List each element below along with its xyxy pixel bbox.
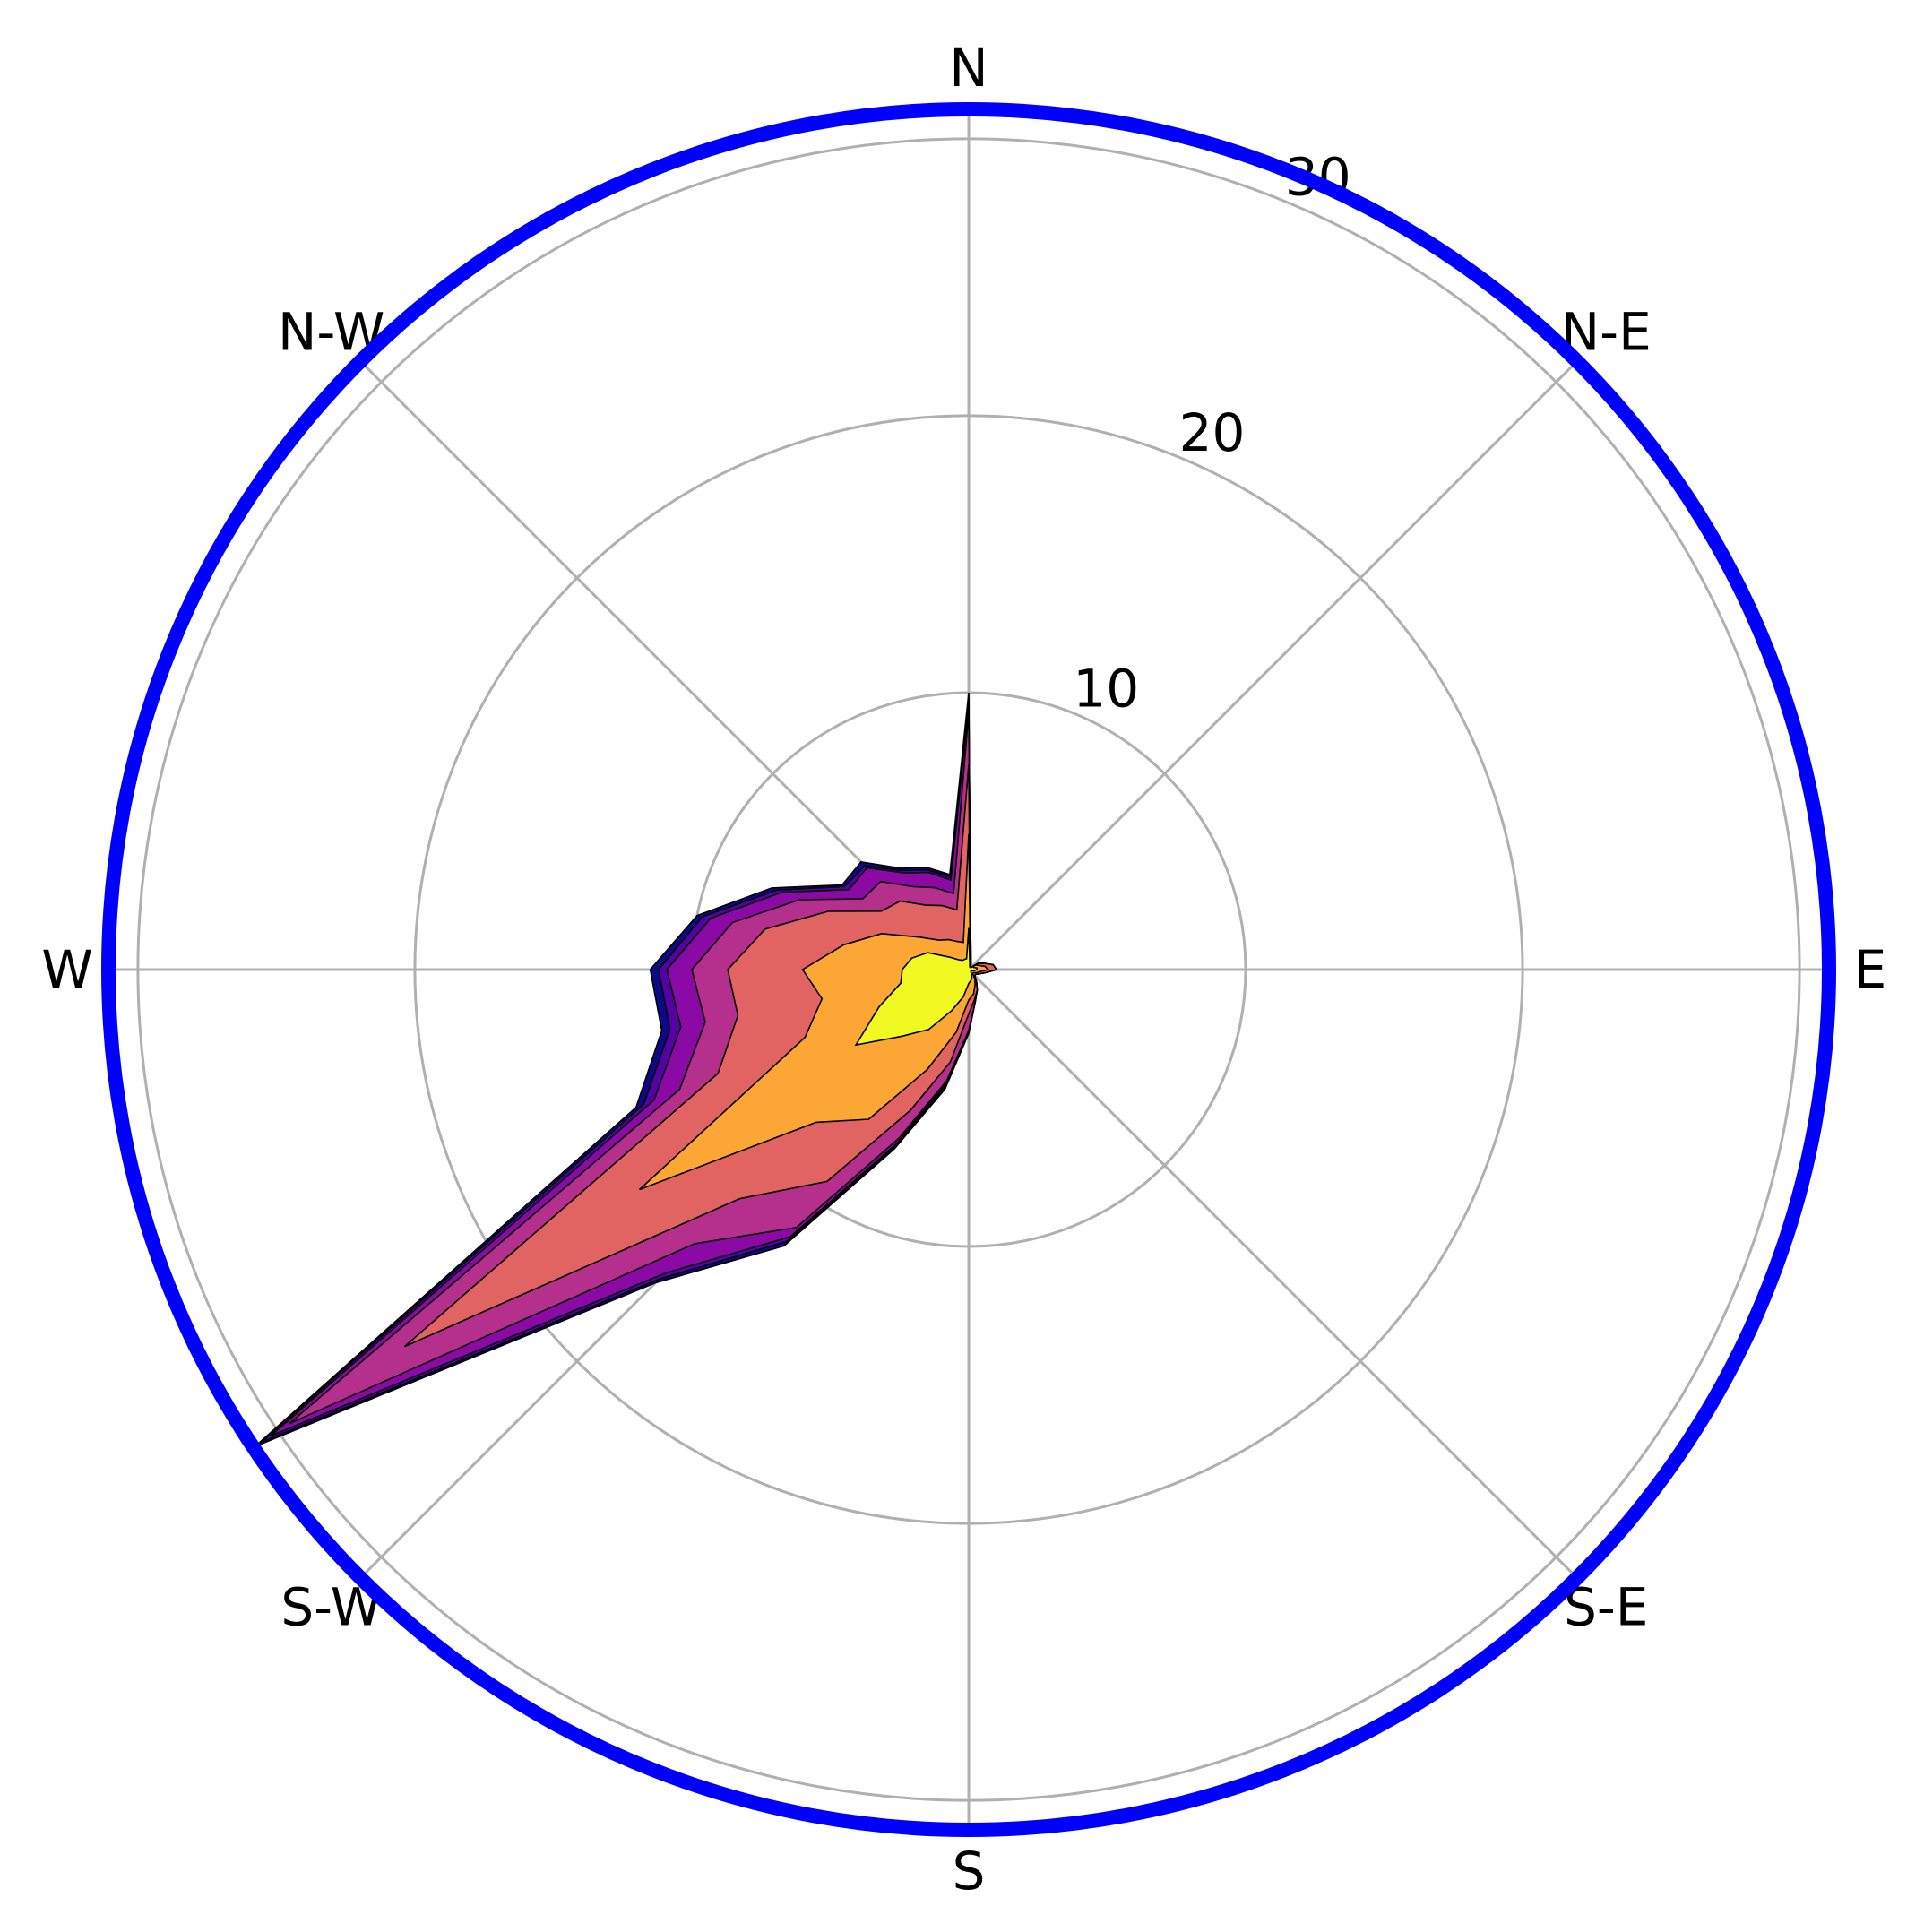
radial-tick-label: 10 (1073, 658, 1139, 719)
direction-label-s: S (953, 1841, 986, 1902)
direction-label-n: N (949, 38, 988, 99)
direction-label-w: W (41, 939, 92, 1000)
grid-spoke-n-e (967, 361, 1577, 971)
direction-label-e: E (1854, 939, 1887, 1000)
polar-frame (101, 102, 1836, 1837)
frame-layer (101, 102, 1836, 1837)
grid-spoke-s-e (967, 968, 1577, 1578)
series-band-7 (854, 927, 979, 1047)
series-layer (254, 692, 998, 1447)
radial-tick-label: 20 (1179, 402, 1246, 463)
